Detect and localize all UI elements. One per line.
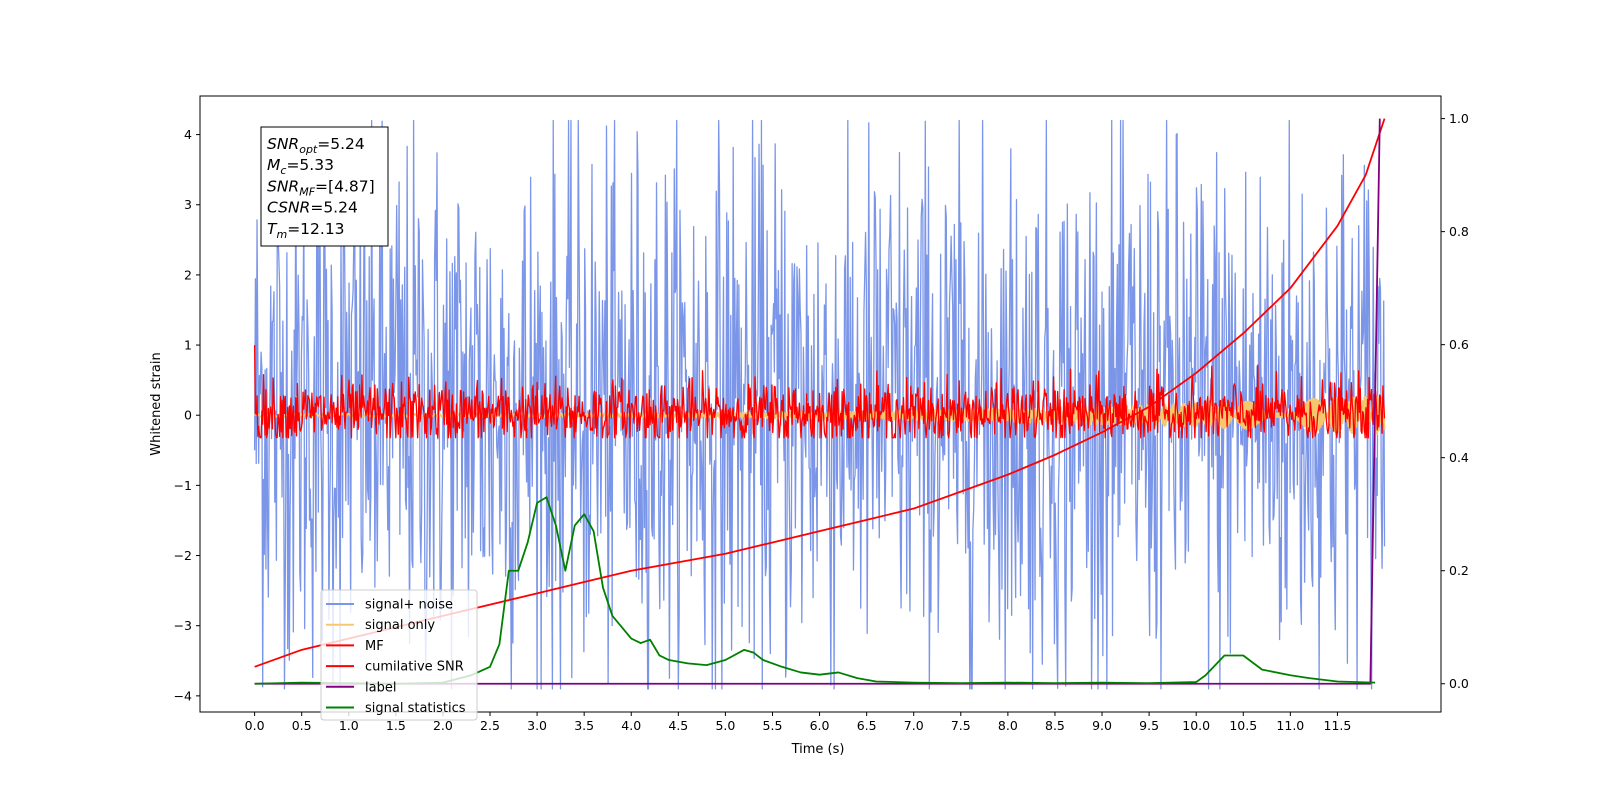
x-tick-label: 4.0: [621, 718, 641, 733]
x-tick-label: 8.5: [1045, 718, 1065, 733]
plot-frame: [199, 95, 1442, 713]
y-axis-right: 0.0 0.2 0.4 0.6 0.8 1.0: [1441, 111, 1469, 691]
y-tick-label: 3: [184, 197, 192, 212]
x-tick-label: 7.5: [951, 718, 971, 733]
series-signal-statistics: [254, 496, 1376, 685]
legend-item-mf: MF: [365, 639, 384, 654]
x-tick-label: 1.5: [386, 718, 406, 733]
x-tick-label: 2.5: [480, 718, 500, 733]
y-tick-label: 4: [184, 127, 192, 142]
x-tick-label: 4.5: [668, 718, 688, 733]
x-tick-label: 1.0: [339, 718, 359, 733]
y2-tick-label: 0.2: [1449, 563, 1469, 578]
legend-item-label: label: [365, 680, 396, 695]
x-tick-label: 6.5: [857, 718, 877, 733]
y2-tick-label: 0.8: [1449, 224, 1469, 239]
x-tick-label: 2.0: [433, 718, 453, 733]
x-tick-label: 9.0: [1092, 718, 1112, 733]
x-axis-label: Time (s): [791, 742, 845, 757]
y-tick-label: −4: [174, 688, 192, 703]
y2-tick-label: 0.0: [1449, 676, 1469, 691]
legend: signal+ noise signal only MF cumilative SNR…: [320, 589, 478, 721]
x-tick-label: 10.5: [1229, 718, 1257, 733]
y-axis-left: −4 −3 −2 −1 0 1 2 3 4: [174, 127, 200, 703]
x-tick-label: 5.5: [763, 718, 783, 733]
x-tick-label: 6.0: [810, 718, 830, 733]
y-tick-label: 2: [184, 267, 192, 282]
y-tick-label: −1: [174, 478, 192, 493]
x-tick-label: 10.0: [1182, 718, 1210, 733]
x-tick-label: 0.5: [292, 718, 312, 733]
y2-tick-label: 0.4: [1449, 450, 1469, 465]
legend-item-signal-noise: signal+ noise: [365, 598, 453, 613]
x-tick-label: 11.0: [1276, 718, 1304, 733]
annotation-line: SNRopt=5.24: [267, 135, 365, 156]
legend-item-signal-statistics: signal statistics: [365, 701, 466, 716]
annotation-line: Mc=5.33: [267, 156, 334, 177]
x-tick-label: 5.0: [715, 718, 735, 733]
y-axis-label: Whitened strain: [149, 352, 164, 455]
y-tick-label: −2: [174, 548, 192, 563]
x-tick-label: 0.0: [245, 718, 265, 733]
x-tick-label: 8.0: [998, 718, 1018, 733]
x-axis: 0.0 0.5 1.0 1.5 2.0 2.5 3.0 3.5 4.0 4.5 5.0 5.5 6.0 6…: [245, 712, 1352, 733]
annotation-line: SNRMF=[4.87]: [267, 177, 375, 198]
y-tick-label: 0: [184, 408, 192, 423]
legend-item-signal-only: signal only: [365, 618, 435, 633]
y-tick-label: −3: [174, 618, 192, 633]
y2-tick-label: 1.0: [1449, 111, 1469, 126]
y-tick-label: 1: [184, 338, 192, 353]
annotation-line: Tm=12.13: [267, 220, 345, 241]
x-tick-label: 3.5: [574, 718, 594, 733]
series-label: [254, 118, 1381, 685]
x-tick-label: 11.5: [1324, 718, 1352, 733]
x-tick-label: 9.5: [1139, 718, 1159, 733]
x-tick-label: 7.0: [904, 718, 924, 733]
legend-item-cumilative-snr: cumilative SNR: [365, 660, 464, 675]
annotation-line: CSNR=5.24: [267, 199, 358, 217]
x-tick-label: 3.0: [527, 718, 547, 733]
y2-tick-label: 0.6: [1449, 337, 1469, 352]
series-mf: [253, 345, 1386, 439]
